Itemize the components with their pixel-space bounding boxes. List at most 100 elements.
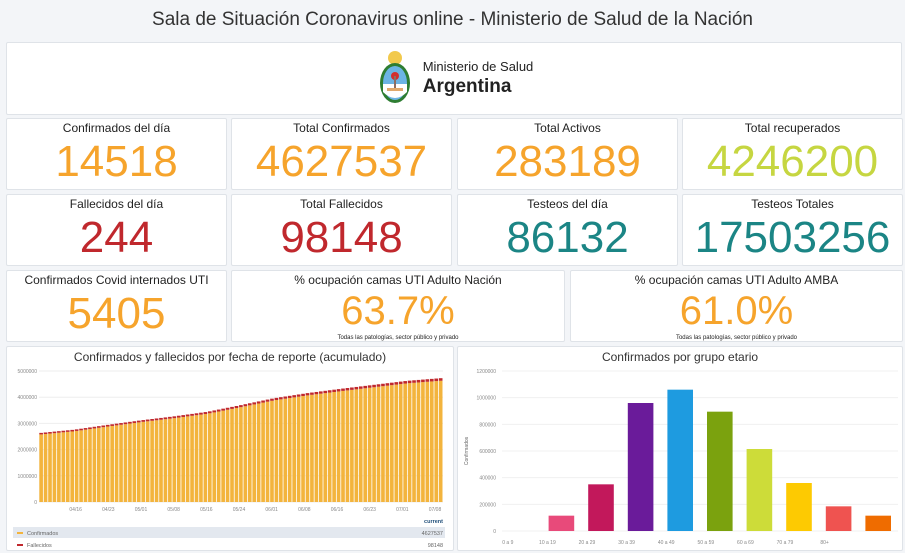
- confirmados-bar: [194, 415, 199, 502]
- fallecidos-bar: [305, 393, 310, 396]
- confirmados-bar: [239, 407, 243, 502]
- fallecidos-bar: [438, 378, 443, 381]
- fallecidos-bar: [88, 427, 92, 430]
- fallecidos-bar: [341, 388, 345, 391]
- fallecidos-bar: [358, 386, 363, 389]
- fallecidos-bar: [261, 400, 265, 403]
- coat-of-arms-icon: [379, 50, 410, 103]
- confirmados-bar: [48, 433, 52, 502]
- confirmados-bar: [172, 418, 177, 502]
- confirmados-bar: [181, 416, 186, 502]
- confirmados-bar: [101, 427, 106, 502]
- x-tick-label: 05/16: [200, 507, 213, 513]
- x-tick-label: 30 a 39: [618, 540, 635, 546]
- y-tick-label: 200000: [479, 502, 496, 508]
- age-bar: [825, 506, 852, 531]
- stat-card: Total Fallecidos 98148: [231, 194, 452, 266]
- stat-card: Total recuperados 4246200: [682, 118, 903, 190]
- confirmados-bar: [292, 397, 296, 502]
- stat-label: Confirmados del día: [62, 121, 171, 135]
- confirmados-bar: [119, 424, 123, 502]
- confirmados-bar: [345, 390, 350, 502]
- x-tick-label: 06/16: [331, 507, 344, 513]
- x-tick-label: 60 a 69: [737, 540, 754, 546]
- fallecidos-bar: [412, 380, 416, 383]
- confirmados-bar: [310, 394, 314, 502]
- confirmados-bar: [88, 429, 92, 502]
- fallecidos-bar: [310, 392, 314, 395]
- fallecidos-bar: [119, 423, 123, 425]
- stat-value: 98148: [280, 213, 403, 262]
- confirmados-bar: [372, 387, 376, 502]
- confirmados-bar: [57, 432, 61, 502]
- confirmados-bar: [212, 412, 217, 502]
- fallecidos-bar: [128, 421, 132, 424]
- confirmados-bar: [247, 405, 252, 502]
- x-tick-label: 07/01: [396, 507, 409, 513]
- legend-header: current: [424, 519, 443, 525]
- fallecidos-bar: [52, 431, 57, 434]
- stat-label: Testeos Totales: [751, 197, 834, 211]
- fallecidos-bar: [287, 395, 292, 399]
- y-axis-label: Confirmados: [464, 436, 470, 465]
- confirmados-bar: [110, 425, 114, 502]
- x-tick-label: 04/23: [102, 507, 115, 513]
- fallecidos-bar: [208, 411, 212, 414]
- fallecidos-bar: [83, 428, 88, 430]
- confirmados-bar: [216, 411, 221, 502]
- legend-swatch: [17, 532, 23, 534]
- stat-card: Total Confirmados 4627537: [231, 118, 452, 190]
- confirmados-bar: [350, 389, 354, 502]
- stat-card: Testeos del día 86132: [457, 194, 678, 266]
- confirmados-bar: [141, 421, 146, 502]
- stat-label: Total Fallecidos: [300, 197, 383, 211]
- fallecidos-bar: [274, 397, 279, 401]
- stat-label: Total Confirmados: [293, 121, 390, 135]
- logo-line2: Argentina: [422, 76, 512, 97]
- confirmados-bar: [296, 396, 301, 502]
- fallecidos-bar: [279, 397, 283, 400]
- confirmados-bar: [225, 409, 230, 502]
- confirmados-bar: [234, 408, 239, 502]
- legend-name: Fallecidos: [27, 543, 52, 547]
- fallecidos-bar: [332, 389, 336, 393]
- confirmados-bar: [363, 388, 368, 502]
- page-title: Sala de Situación Coronavirus online - M…: [152, 9, 753, 30]
- confirmados-bar: [123, 424, 128, 502]
- fallecidos-bar: [429, 378, 434, 382]
- confirmados-bar: [159, 419, 163, 502]
- confirmados-bar: [221, 410, 225, 502]
- fallecidos-bar: [145, 419, 150, 422]
- legend-row-bg: [13, 527, 445, 538]
- confirmados-bar: [176, 417, 181, 502]
- stat-value: 14518: [55, 137, 178, 186]
- confirmados-bar: [434, 381, 439, 502]
- confirmados-bar: [416, 382, 421, 502]
- confirmados-bar: [92, 428, 97, 502]
- stat-value: 63.7%: [341, 289, 455, 333]
- confirmados-bar: [318, 393, 323, 502]
- confirmados-bar: [203, 414, 208, 502]
- confirmados-bar: [132, 422, 137, 502]
- stat-label: Total Activos: [534, 121, 601, 135]
- confirmados-bar: [128, 423, 132, 502]
- confirmados-bar: [168, 418, 172, 502]
- fallecidos-bar: [74, 429, 79, 431]
- fallecidos-bar: [394, 382, 399, 385]
- y-tick-label: 0: [34, 500, 37, 506]
- fallecidos-bar: [256, 401, 261, 404]
- stat-label: Fallecidos del día: [69, 197, 164, 211]
- stat-card: % ocupación camas UTI Adulto AMBA 61.0% T…: [570, 270, 903, 342]
- stat-value: 17503256: [694, 213, 891, 262]
- fallecidos-bar: [110, 424, 114, 426]
- confirmados-bar: [358, 388, 363, 502]
- fallecidos-bar: [65, 430, 70, 432]
- age-bar: [667, 389, 693, 531]
- confirmados-bar: [314, 394, 319, 502]
- x-tick-label: 05/24: [233, 507, 246, 513]
- fallecidos-bar: [327, 390, 332, 393]
- age-bar: [588, 484, 614, 531]
- fallecidos-bar: [416, 379, 421, 383]
- y-tick-label: 800000: [479, 422, 496, 428]
- x-tick-label: 05/08: [167, 507, 180, 513]
